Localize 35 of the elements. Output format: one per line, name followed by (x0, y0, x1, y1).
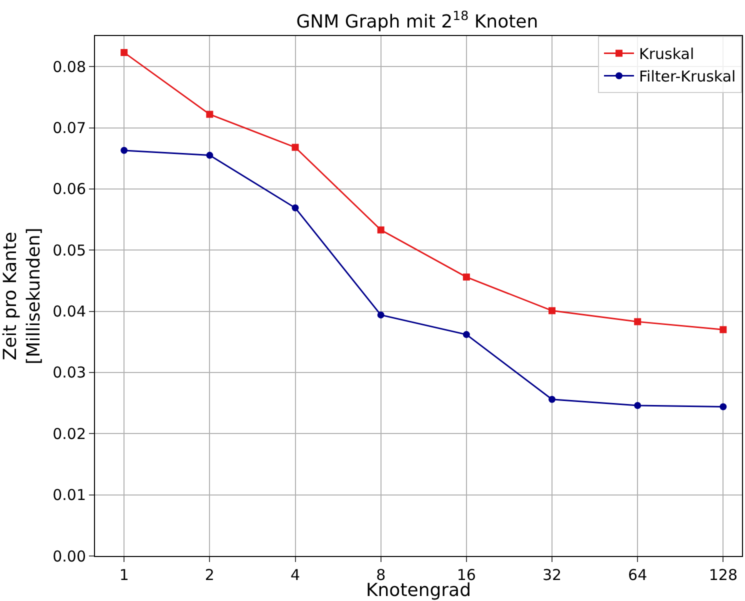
y-tick-label: 0.02 (52, 424, 86, 443)
point (292, 144, 299, 151)
point (206, 152, 214, 159)
point (120, 49, 128, 56)
point (548, 307, 556, 314)
point (462, 331, 470, 338)
chart-title: GNM Graph mit 2$^{18}$ Knoten (296, 8, 538, 33)
y-tick-label: 0.07 (52, 119, 86, 138)
point (720, 326, 727, 334)
point (377, 226, 384, 234)
y-tick-label: 0.08 (52, 58, 86, 76)
point (634, 402, 642, 410)
x-tick-label: 32 (542, 566, 562, 584)
y-tick-label: 0.01 (52, 486, 86, 504)
point (634, 318, 642, 326)
x-tick-label: 1 (119, 566, 129, 584)
point (377, 311, 384, 318)
y-axis-title: Zeit pro Kante [Millisekunden] (0, 228, 44, 364)
y-tick-label: 0.06 (52, 180, 86, 198)
y-tick-label: 0.00 (52, 547, 86, 566)
x-tick-label: 4 (290, 566, 300, 584)
legend-label: Filter-Kruskal (639, 68, 736, 86)
y-tick-label: 0.05 (52, 241, 86, 260)
x-tick-label: 2 (204, 566, 214, 584)
point (462, 274, 470, 281)
legend-label: Kruskal (639, 45, 694, 64)
point (292, 204, 299, 212)
point (720, 403, 727, 410)
point (548, 396, 556, 403)
y-tick-label: 0.04 (52, 302, 86, 321)
point (120, 146, 128, 154)
x-tick-label: 64 (628, 566, 648, 584)
x-tick-label: 128 (708, 566, 738, 584)
y-tick-label: 0.03 (52, 364, 86, 382)
point (206, 110, 214, 118)
